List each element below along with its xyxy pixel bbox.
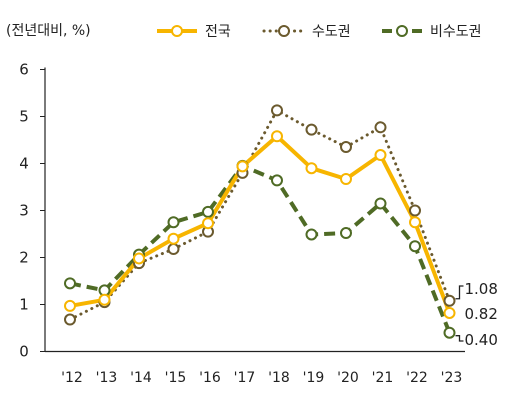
- data-point-0: [271, 130, 283, 143]
- data-point-0: [305, 162, 318, 175]
- annotation-label: 1.08: [465, 280, 498, 298]
- data-point-0: [236, 160, 249, 173]
- legend-label-noncapital: 비수도권: [430, 24, 482, 40]
- data-point-0: [98, 293, 111, 306]
- y-tick-label: 3: [19, 202, 29, 220]
- data-point-1: [443, 294, 456, 307]
- data-point-1: [64, 313, 76, 326]
- series-line-2: [69, 163, 452, 334]
- data-point-0: [133, 252, 145, 265]
- data-point-0: [443, 306, 456, 319]
- series-line-0: [68, 134, 452, 315]
- x-tick-label: '20: [337, 370, 359, 386]
- data-point-2: [409, 240, 421, 253]
- legend-swatch-noncapital: [382, 25, 422, 37]
- data-point-0: [202, 217, 214, 230]
- x-tick-label: '14: [130, 370, 152, 386]
- y-tick-label: 2: [19, 249, 29, 267]
- data-point-1: [340, 141, 352, 154]
- x-tick-label: '13: [96, 370, 118, 386]
- x-tick-label: '15: [165, 370, 187, 386]
- data-point-0: [409, 216, 421, 229]
- legend-swatch-capital: [262, 25, 306, 37]
- data-point-2: [167, 216, 180, 229]
- legend-item-national: 전국: [155, 21, 231, 41]
- series-line-1: [68, 108, 451, 322]
- x-tick-label: '22: [406, 370, 428, 386]
- x-tick-label: '18: [268, 370, 290, 386]
- x-tick-label: '23: [441, 370, 463, 386]
- data-point-1: [374, 121, 387, 134]
- legend-item-capital: 수도권: [262, 21, 351, 41]
- data-point-0: [340, 173, 352, 186]
- data-point-1: [409, 204, 421, 217]
- x-tick-label: '16: [199, 370, 221, 386]
- data-point-0: [374, 149, 387, 162]
- unit-label: (전년대비, %): [6, 23, 91, 39]
- data-point-2: [340, 227, 352, 240]
- x-tick-label: '12: [61, 370, 83, 386]
- data-point-1: [271, 104, 283, 117]
- annotation-label: 0.40: [465, 331, 498, 349]
- data-point-2: [443, 326, 456, 339]
- y-tick-label: 6: [19, 61, 29, 79]
- data-point-2: [202, 205, 214, 218]
- x-tick-label: '17: [234, 370, 256, 386]
- data-point-2: [64, 277, 76, 290]
- data-point-2: [305, 228, 318, 241]
- data-point-0: [167, 232, 180, 245]
- data-point-0: [64, 299, 76, 312]
- data-point-2: [374, 197, 387, 210]
- annotation-label: 0.82: [465, 305, 498, 323]
- y-tick-label: 1: [19, 296, 29, 314]
- x-tick-label: '21: [372, 370, 394, 386]
- legend-label-national: 전국: [205, 24, 231, 40]
- legend-item-noncapital: 비수도권: [380, 21, 482, 41]
- data-point-1: [167, 243, 180, 256]
- annotation-leader: [455, 335, 464, 342]
- x-tick-label: '19: [303, 370, 325, 386]
- y-tick-label: 5: [19, 108, 29, 126]
- legend-swatch-national: [157, 25, 197, 37]
- data-point-1: [305, 123, 318, 136]
- y-tick-label: 0: [19, 343, 29, 361]
- y-tick-label: 4: [19, 155, 29, 173]
- legend-label-capital: 수도권: [312, 24, 351, 40]
- annotation-leader: [455, 285, 464, 300]
- data-point-2: [271, 174, 283, 187]
